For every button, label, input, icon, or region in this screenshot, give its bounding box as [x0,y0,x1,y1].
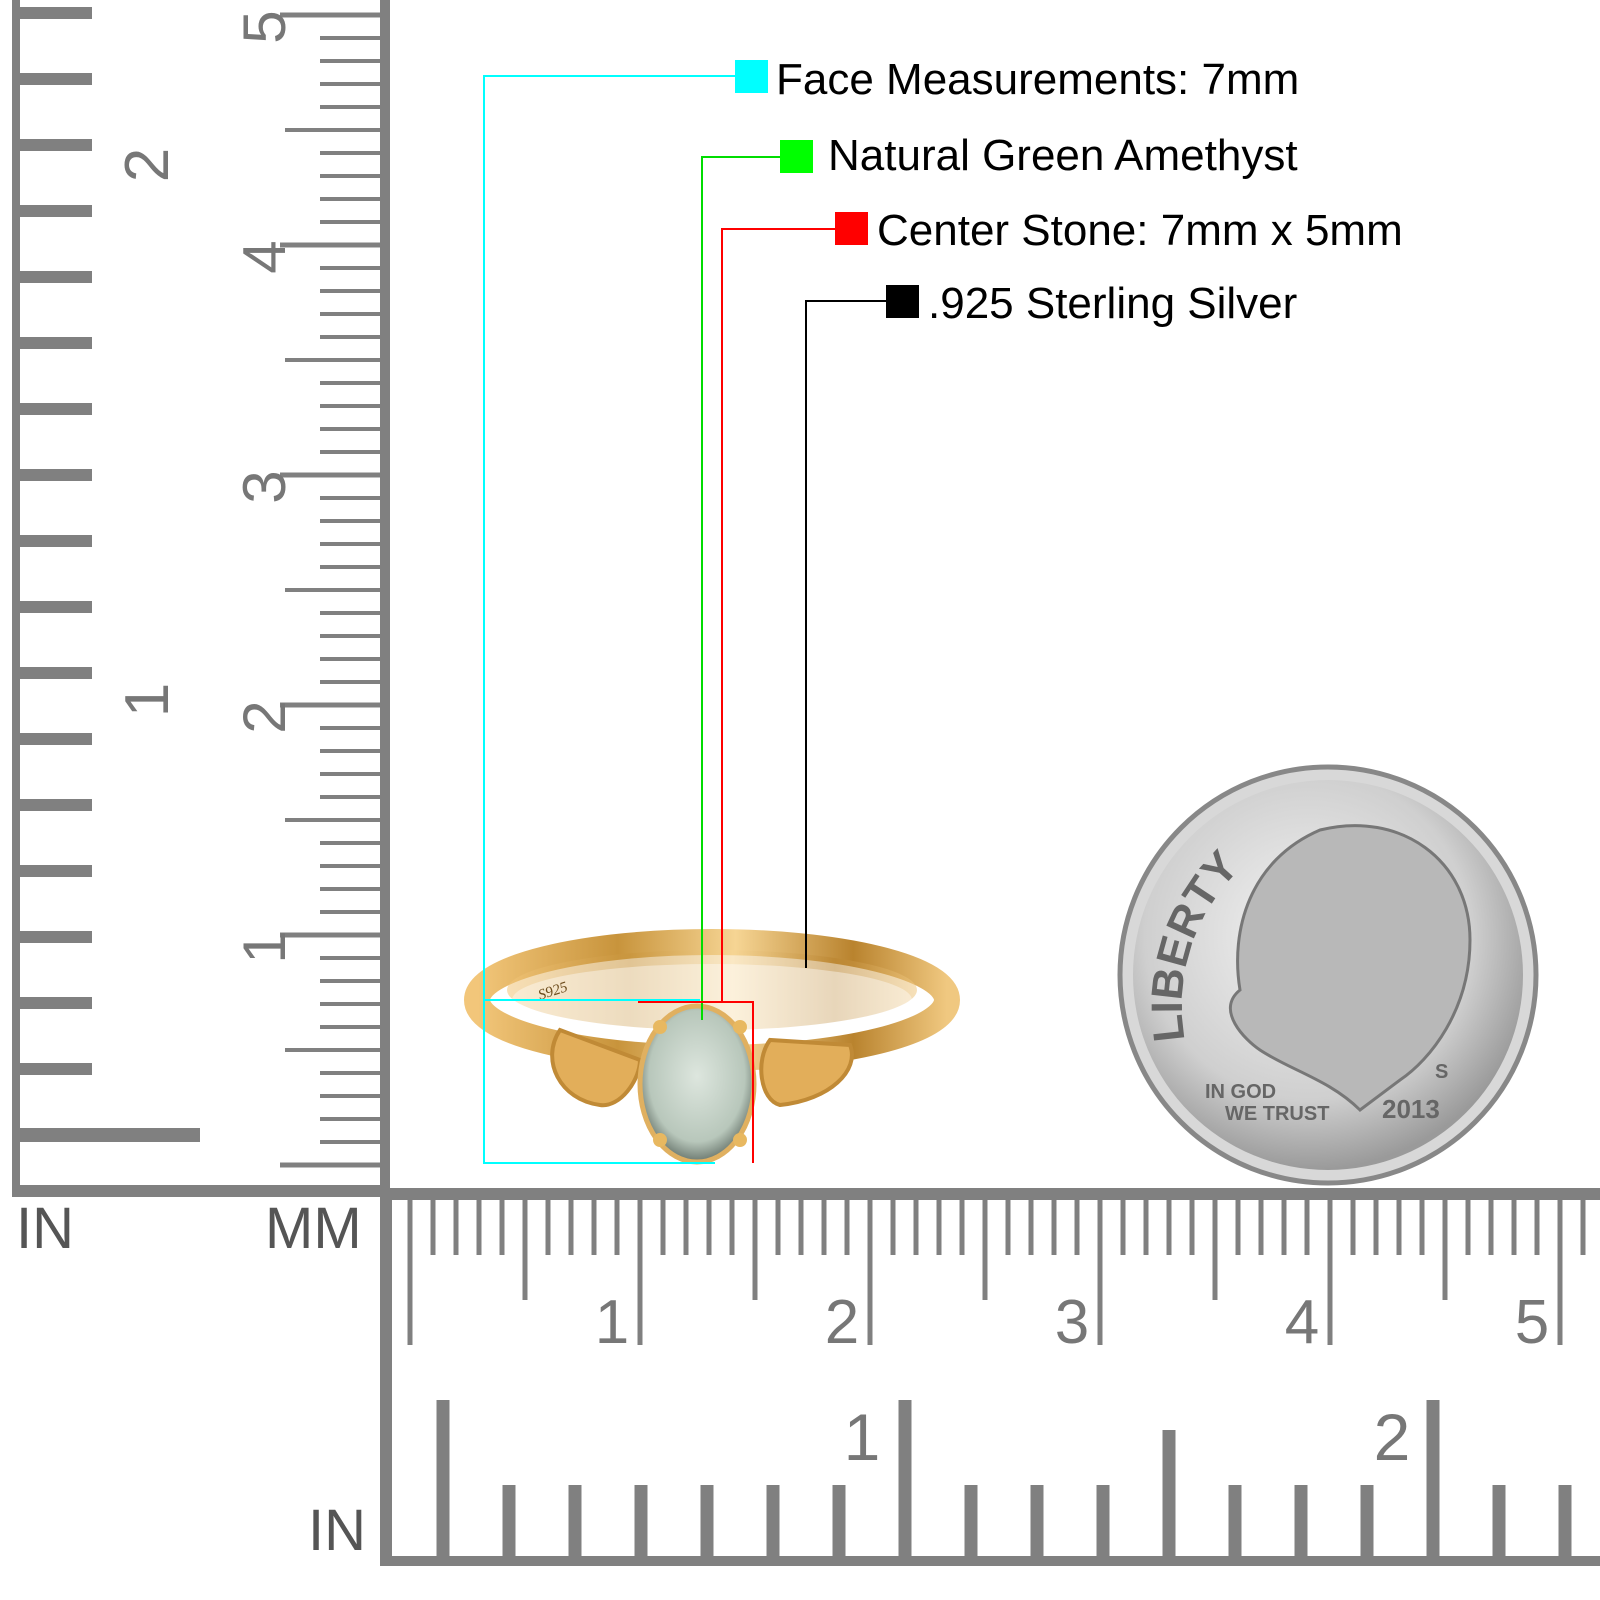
ruler-edge [380,1188,392,1566]
dime-coin: LIBERTY IN GOD WE TRUST 2013 S [1117,764,1539,1186]
horizontal-ruler [380,1188,1600,1566]
callout-swatch [886,285,919,318]
portrait [1228,824,1472,1112]
coin-motto-1: IN GOD [1205,1081,1276,1103]
heart-right [759,1037,854,1108]
coin-year: 2013 [1382,1094,1440,1124]
vertical-ruler [12,0,390,1197]
callout-line [701,156,780,1020]
ruler-edge [380,0,390,1195]
callout-line [638,1001,754,1163]
mm-label: 4 [1285,1288,1319,1357]
ring-inner [507,950,917,1030]
callout-line [483,75,735,1164]
inch-label: 2 [113,148,182,182]
callout-swatch [780,140,813,173]
ruler-edge [380,1556,1600,1566]
callout-label-face: Face Measurements: 7mm [776,55,1300,104]
prong [733,1020,747,1034]
callout-face [483,60,768,1164]
prong [653,1133,667,1147]
unit-label-inches: IN [16,1196,74,1261]
callout-line [805,300,886,968]
mm-label: 2 [825,1288,859,1357]
inch-label: 2 [1374,1400,1411,1474]
coin-mint-mark: S [1435,1061,1448,1083]
ring-illustration: S925 [464,929,960,1165]
mm-label: 1 [595,1288,629,1357]
mm-label: 5 [231,10,298,43]
mm-label: 4 [231,240,298,273]
ruler-edge [12,0,20,1195]
mm-label: 1 [231,930,298,963]
callout-label-metal: .925 Sterling Silver [928,279,1298,328]
callout-swatch [735,60,768,93]
callout-gemstone [701,140,813,1020]
callout-metal [805,285,919,968]
prong [653,1020,667,1034]
mm-label: 5 [1515,1288,1549,1357]
callout-center-stone [638,212,868,1163]
ruler-edge [390,1188,1600,1200]
ring-inner-shine [512,964,912,1036]
ruler-edge [12,1185,390,1197]
callout-label-center-stone: Center Stone: 7mm x 5mm [877,206,1403,255]
unit-label-inches-bottom: IN [308,1498,366,1563]
callout-swatch [835,212,868,245]
callout-label-gemstone: Natural Green Amethyst [828,131,1298,180]
mm-label: 3 [231,470,298,503]
inch-label: 1 [113,683,182,717]
inch-label: 1 [844,1400,881,1474]
mm-label: 3 [1055,1288,1089,1357]
coin-motto-2: WE TRUST [1225,1103,1329,1125]
mm-label: 2 [231,700,298,733]
unit-label-mm: MM [265,1196,362,1261]
callout-line [721,228,835,1002]
prong [733,1133,747,1147]
heart-left [550,1027,643,1108]
